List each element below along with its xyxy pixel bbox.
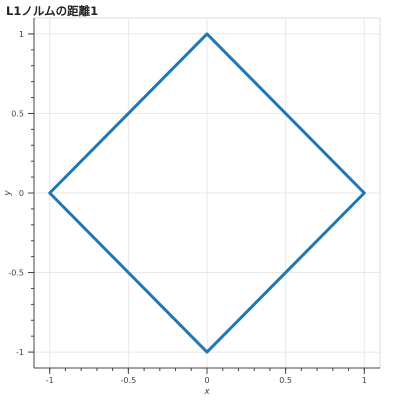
series-layer [48, 32, 366, 354]
axes: -1 -0.5 0 0.5 1 -1 -0.5 0 0.5 1 [8, 18, 380, 385]
x-tick-label-4: 1 [362, 376, 367, 385]
y-tick-label-4: 1 [19, 30, 24, 39]
grid [34, 18, 380, 368]
y-tick-label-1: -0.5 [8, 269, 24, 278]
x-axis-label: x [203, 387, 210, 397]
y-axis-label: y [3, 190, 13, 197]
x-tick-label-3: 0.5 [279, 376, 292, 385]
y-tick-label-0: -1 [16, 348, 24, 357]
x-tick-label-1: -0.5 [121, 376, 137, 385]
series-line-0 [48, 32, 366, 354]
y-tick-label-3: 0.5 [11, 109, 24, 118]
x-tick-label-0: -1 [46, 376, 54, 385]
x-tick-label-2: 0 [204, 376, 209, 385]
y-tick-label-2: 0 [19, 189, 24, 198]
chart-title: L1ノルムの距離1 [6, 4, 99, 18]
